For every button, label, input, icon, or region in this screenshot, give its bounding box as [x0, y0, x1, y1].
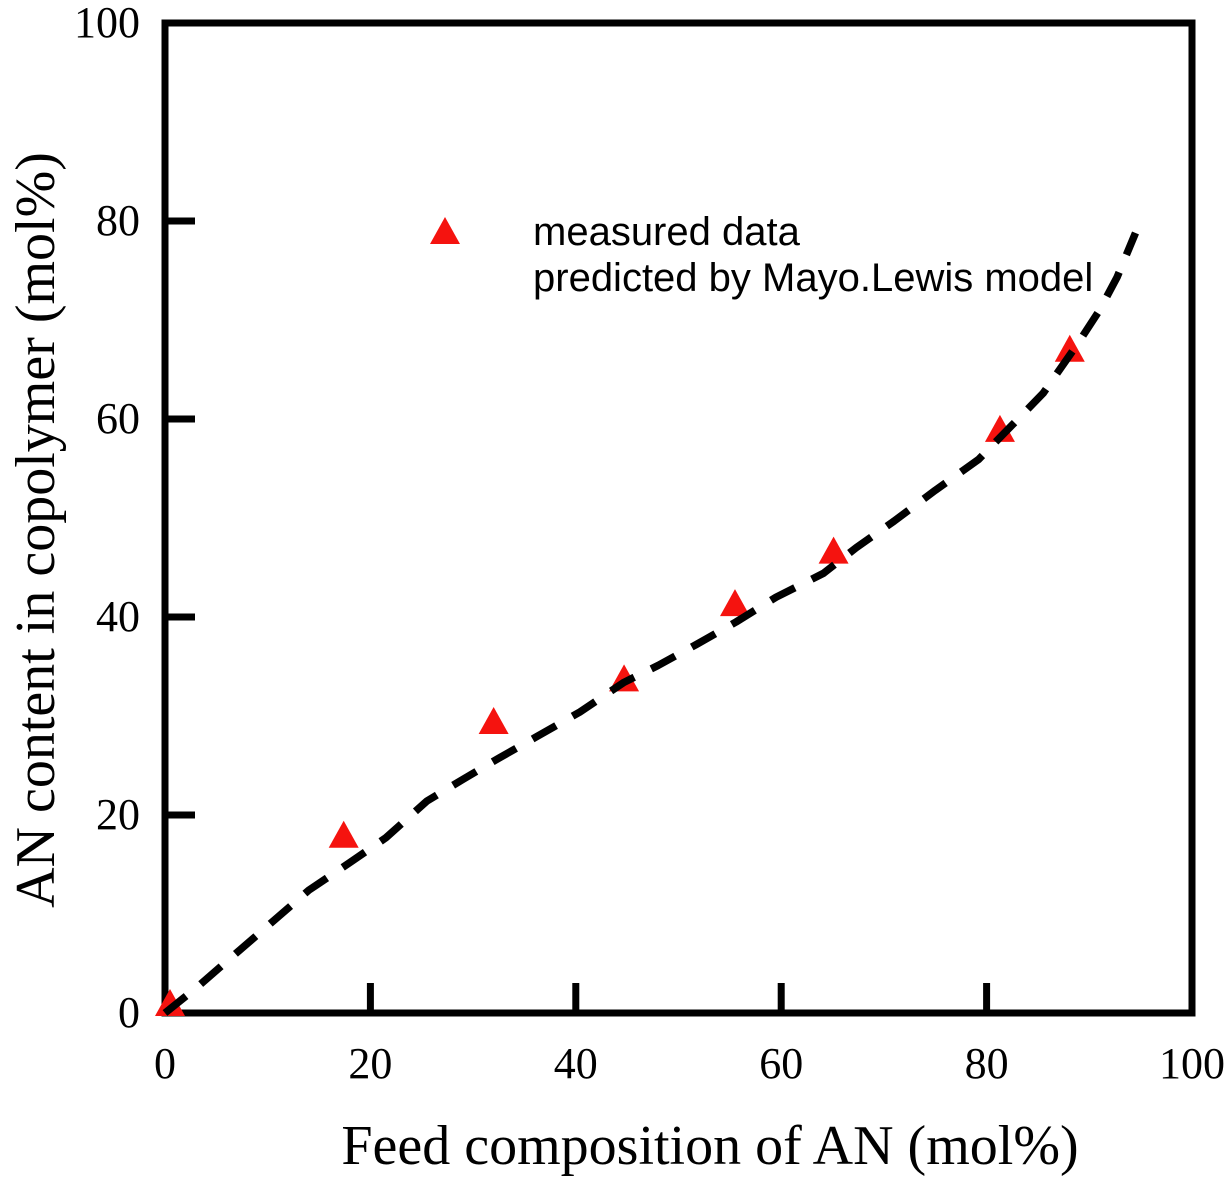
y-tick-label: 0 [118, 988, 140, 1037]
y-tick-label: 20 [96, 790, 140, 839]
measured-data-point [719, 589, 750, 617]
measured-data-point [328, 820, 359, 848]
measured-data-point [155, 989, 185, 1016]
x-tick-label: 20 [348, 1039, 393, 1088]
x-tick-label: 0 [154, 1039, 176, 1088]
y-tick-label: 60 [96, 394, 140, 443]
y-tick-label: 80 [96, 196, 140, 245]
y-tick-label: 40 [96, 592, 140, 641]
measured-data-point [478, 706, 509, 734]
axes-frame [161, 19, 1196, 1017]
measured-data-point [818, 536, 849, 564]
x-tick-label: 60 [759, 1039, 804, 1088]
prediction-curve [162, 231, 1139, 1016]
x-tick-label: 40 [553, 1039, 598, 1088]
measured-data-point [1054, 334, 1085, 362]
x-tick-label: 80 [964, 1039, 1009, 1088]
y-tick-label: 100 [74, 0, 140, 47]
x-tick-label: 100 [1159, 1039, 1225, 1088]
y-axis-title: AN content in copolymer (mol%) [5, 152, 67, 908]
x-axis-title: Feed composition of AN (mol%) [341, 1115, 1079, 1177]
